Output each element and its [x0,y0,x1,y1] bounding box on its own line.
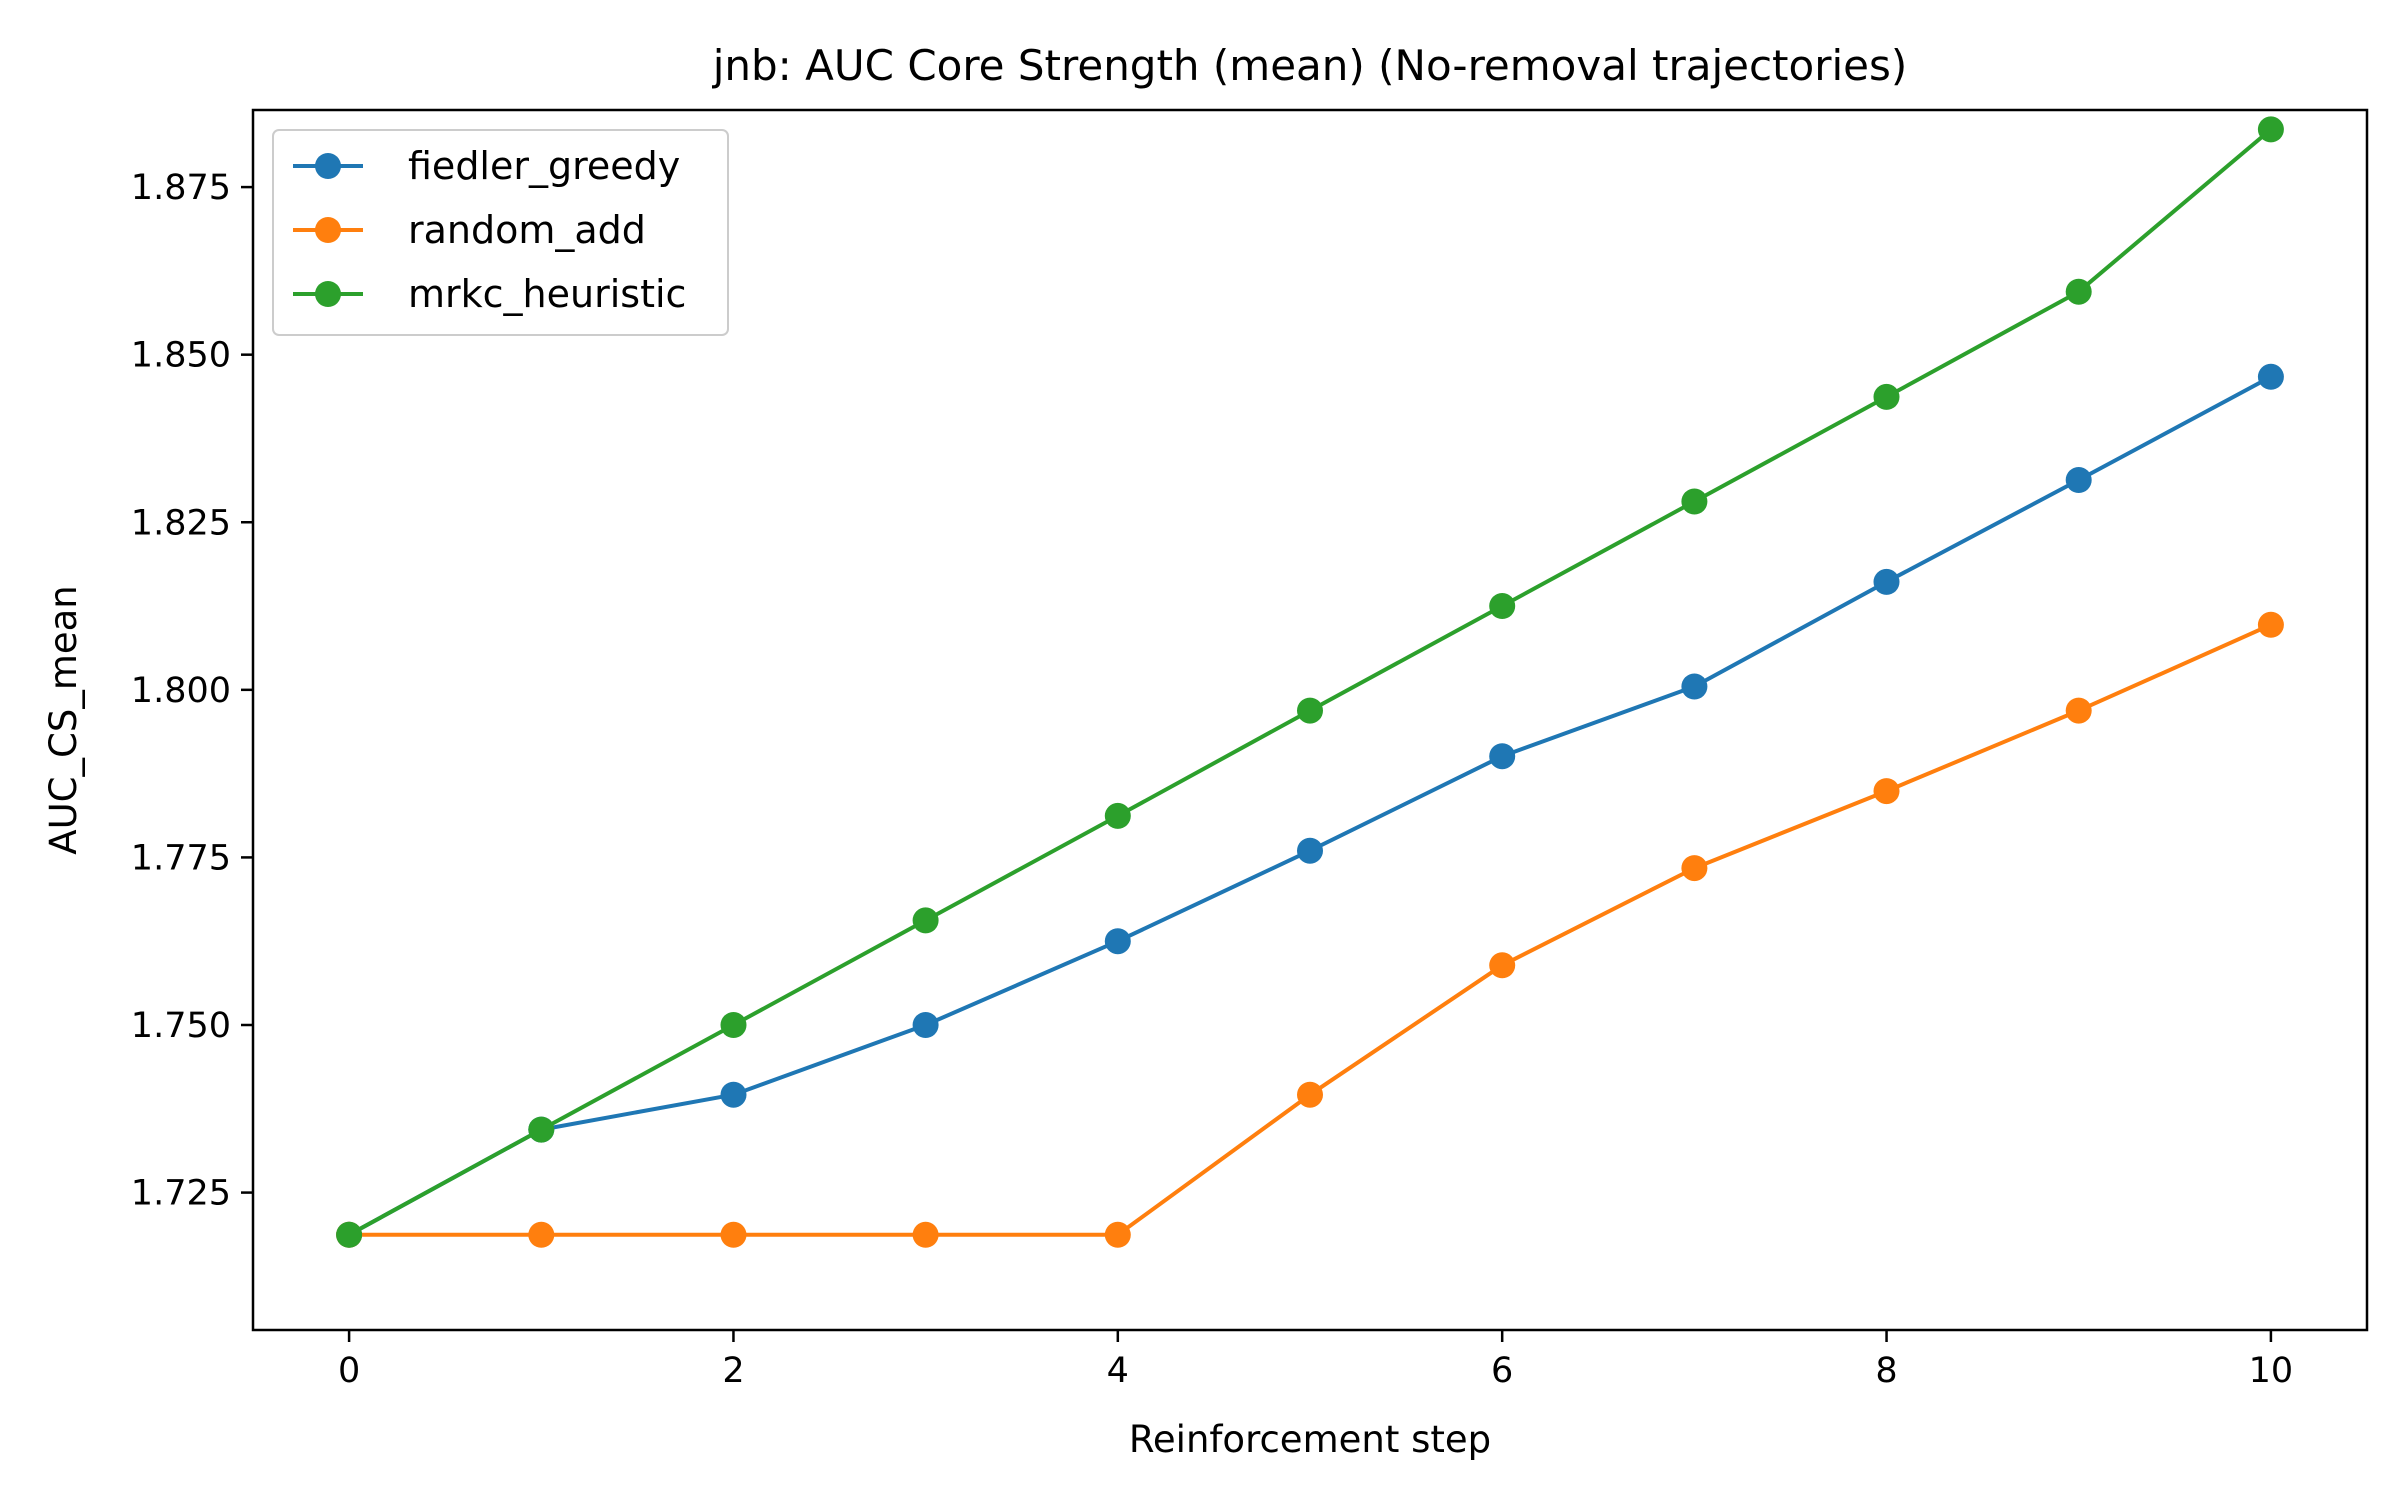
data-point-random_add [1489,952,1516,979]
x-axis-label: Reinforcement step [1129,1418,1491,1461]
x-tick-label: 2 [722,1351,744,1391]
legend: fiedler_greedy random_add mrkc_heuristic [272,129,729,336]
legend-swatch-marker [315,217,341,243]
data-point-mrkc_heuristic [1873,383,1900,410]
data-point-mrkc_heuristic [912,907,939,934]
legend-swatch-marker [315,281,341,307]
data-point-mrkc_heuristic [1681,488,1708,515]
data-point-fiedler_greedy [1681,673,1708,700]
y-tick-label: 1.800 [131,671,231,711]
data-point-mrkc_heuristic [1297,697,1323,724]
y-axis-ticks: 1.725 1.750 1.775 1.800 1.825 1.850 1.875 [131,168,253,1214]
data-point-random_add [720,1221,747,1248]
x-tick-label: 10 [2249,1351,2294,1391]
x-tick-label: 0 [338,1351,360,1391]
data-point-random_add [528,1221,555,1248]
data-point-fiedler_greedy [1297,837,1323,864]
data-point-random_add [912,1221,939,1248]
data-point-mrkc_heuristic [528,1116,555,1143]
data-point-fiedler_greedy [2065,467,2092,493]
data-point-mrkc_heuristic [1489,593,1516,619]
data-point-random_add [1681,855,1708,882]
y-tick-label: 1.875 [131,168,231,208]
data-point-mrkc_heuristic [2065,278,2092,305]
data-point-fiedler_greedy [2257,363,2284,390]
data-point-mrkc_heuristic [720,1012,747,1038]
legend-swatch-marker [315,153,341,179]
data-point-random_add [1297,1081,1323,1108]
data-point-random_add [1873,778,1900,805]
data-point-fiedler_greedy [912,1012,939,1038]
x-tick-label: 8 [1875,1351,1897,1391]
data-point-fiedler_greedy [1873,568,1900,595]
data-point-random_add [2257,611,2284,638]
y-tick-label: 1.775 [131,838,231,878]
legend-box [272,129,729,336]
y-tick-label: 1.850 [131,336,231,376]
data-point-mrkc_heuristic [1104,802,1131,829]
chart-title: jnb: AUC Core Strength (mean) (No-remova… [712,41,1908,90]
y-tick-label: 1.825 [131,503,231,543]
legend-label-mrkc_heuristic: mrkc_heuristic [408,272,686,316]
legend-label-random_add: random_add [408,208,646,252]
y-axis-label: AUC_CS_mean [42,585,85,854]
y-tick-label: 1.725 [131,1174,231,1214]
x-tick-label: 6 [1491,1351,1513,1391]
data-point-fiedler_greedy [1489,743,1516,770]
x-axis-ticks: 0 2 4 6 8 10 [338,1330,2293,1391]
y-tick-label: 1.750 [131,1006,231,1046]
data-point-mrkc_heuristic [336,1221,363,1248]
x-tick-label: 4 [1107,1351,1129,1391]
legend-label-fiedler_greedy: fiedler_greedy [408,144,680,188]
plot-area [251,108,2369,1332]
data-point-mrkc_heuristic [2257,116,2284,143]
data-point-fiedler_greedy [1104,928,1131,955]
data-point-random_add [2065,697,2092,724]
data-point-random_add [1104,1221,1131,1248]
data-point-fiedler_greedy [720,1081,747,1108]
axes-frame [251,108,2369,1332]
